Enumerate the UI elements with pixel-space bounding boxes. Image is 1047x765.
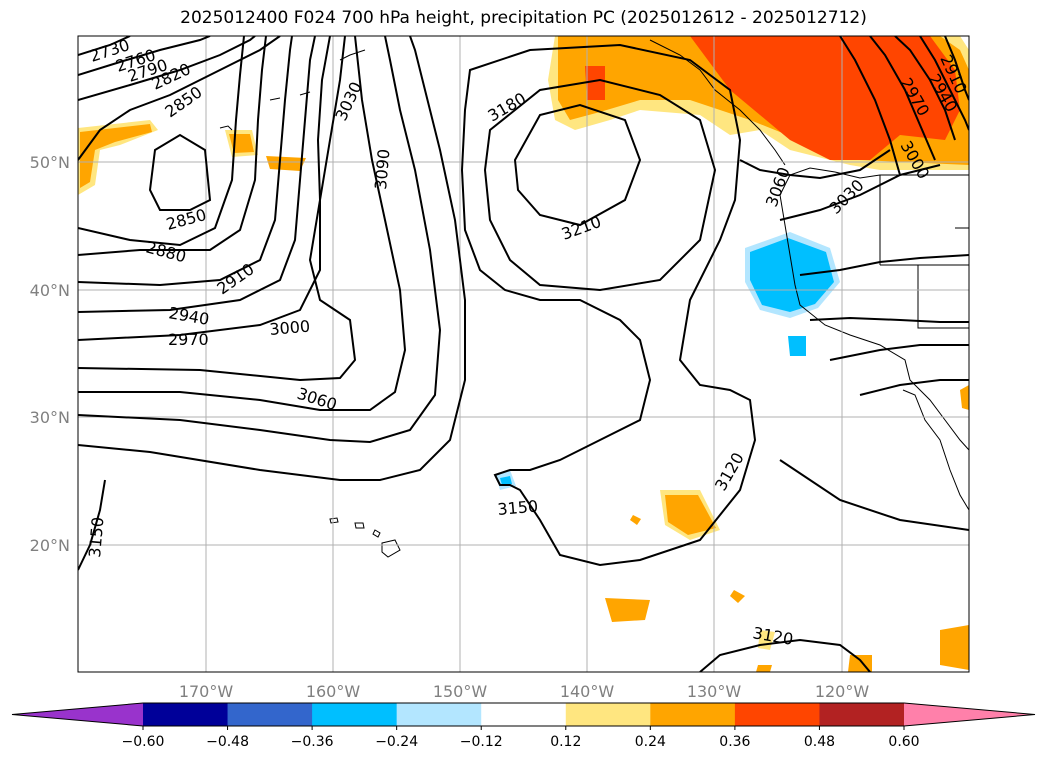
- colorbar-swatch: [734, 703, 820, 726]
- lat-label-20n: 20°N: [30, 536, 70, 555]
- colorbar-extend-low: [12, 703, 143, 726]
- lon-labels: 170°W 160°W 150°W 140°W 130°W 120°W: [179, 682, 870, 701]
- lon-label-140w: 140°W: [560, 682, 615, 701]
- colorbar-tick-label: −0.36: [291, 734, 334, 750]
- contour-label-3090: 3090: [371, 148, 393, 190]
- colorbar-swatch: [565, 703, 651, 726]
- height-contours: [78, 36, 969, 672]
- contour-label-3150-west: 3150: [85, 516, 107, 558]
- colorbar-tick-label: 0.60: [888, 734, 919, 750]
- coastlines: [219, 39, 969, 558]
- contour-label-3000: 3000: [269, 317, 311, 339]
- lat-label-40n: 40°N: [30, 281, 70, 300]
- colorbar-tick-label: 0.24: [635, 734, 666, 750]
- map-area: 2730 2760 2790 2820 2850 2850 2880 2910 …: [78, 36, 969, 672]
- colorbar-tick-label: 0.48: [804, 734, 835, 750]
- colorbar-swatch: [143, 703, 229, 726]
- lon-label-120w: 120°W: [815, 682, 870, 701]
- colorbar-swatch: [819, 703, 905, 726]
- lat-label-50n: 50°N: [30, 153, 70, 172]
- colorbar-swatch: [227, 703, 313, 726]
- colorbar-tick-label: −0.24: [375, 734, 418, 750]
- colorbar: −0.60 −0.48 −0.36 −0.24 −0.12 0.12 0.24 0.36 0.4…: [11, 702, 1036, 750]
- colorbar-tick-label: 0.36: [719, 734, 750, 750]
- colorbar-tick-label: −0.12: [460, 734, 503, 750]
- lat-labels: 50°N 40°N 30°N 20°N: [30, 153, 70, 555]
- colorbar-tick-label: −0.48: [206, 734, 249, 750]
- colorbar-swatch: [312, 703, 398, 726]
- contour-label-3150: 3150: [497, 497, 539, 519]
- colorbar-extend-high: [904, 703, 1035, 726]
- lon-label-170w: 170°W: [179, 682, 234, 701]
- colorbar-swatch: [481, 703, 567, 726]
- map-frame: [77, 35, 970, 673]
- gridlines: [78, 36, 969, 672]
- precip-positive-fills: [78, 36, 969, 672]
- lon-label-160w: 160°W: [306, 682, 361, 701]
- lon-label-150w: 150°W: [433, 682, 488, 701]
- colorbar-tick-label: −0.60: [122, 734, 165, 750]
- map-title: 2025012400 F024 700 hPa height, precipit…: [180, 8, 867, 28]
- lat-label-30n: 30°N: [30, 408, 70, 427]
- colorbar-swatch: [650, 703, 736, 726]
- colorbar-tick-label: 0.12: [550, 734, 581, 750]
- colorbar-swatch: [396, 703, 482, 726]
- lon-label-130w: 130°W: [687, 682, 742, 701]
- contour-label-2970: 2970: [168, 330, 209, 349]
